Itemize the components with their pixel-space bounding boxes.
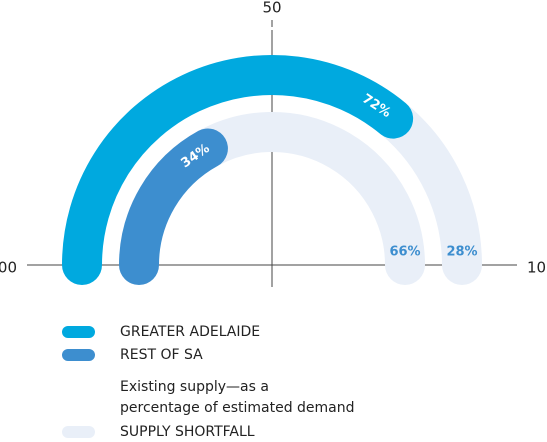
shortfall-arc bbox=[187, 112, 425, 285]
legend-label: GREATER ADELAIDE bbox=[120, 324, 260, 340]
tick-label: 50 bbox=[262, 0, 281, 17]
legend-note: percentage of estimated demand bbox=[120, 400, 355, 416]
legend-note: Existing supply—as a bbox=[120, 379, 269, 395]
legend-swatch bbox=[62, 426, 95, 438]
supply-arc bbox=[62, 55, 414, 285]
legend-swatch bbox=[62, 326, 95, 338]
value-label: 66% bbox=[389, 245, 420, 260]
supply-arc bbox=[119, 128, 228, 285]
tick-label: 100 bbox=[527, 259, 547, 277]
legend-label: SUPPLY SHORTFALL bbox=[120, 424, 255, 440]
tick-label: 00 bbox=[0, 259, 17, 277]
legend-swatch bbox=[62, 349, 95, 361]
legend-label: REST OF SA bbox=[120, 347, 203, 363]
shortfall-arc bbox=[373, 98, 482, 285]
value-label: 28% bbox=[446, 245, 477, 260]
